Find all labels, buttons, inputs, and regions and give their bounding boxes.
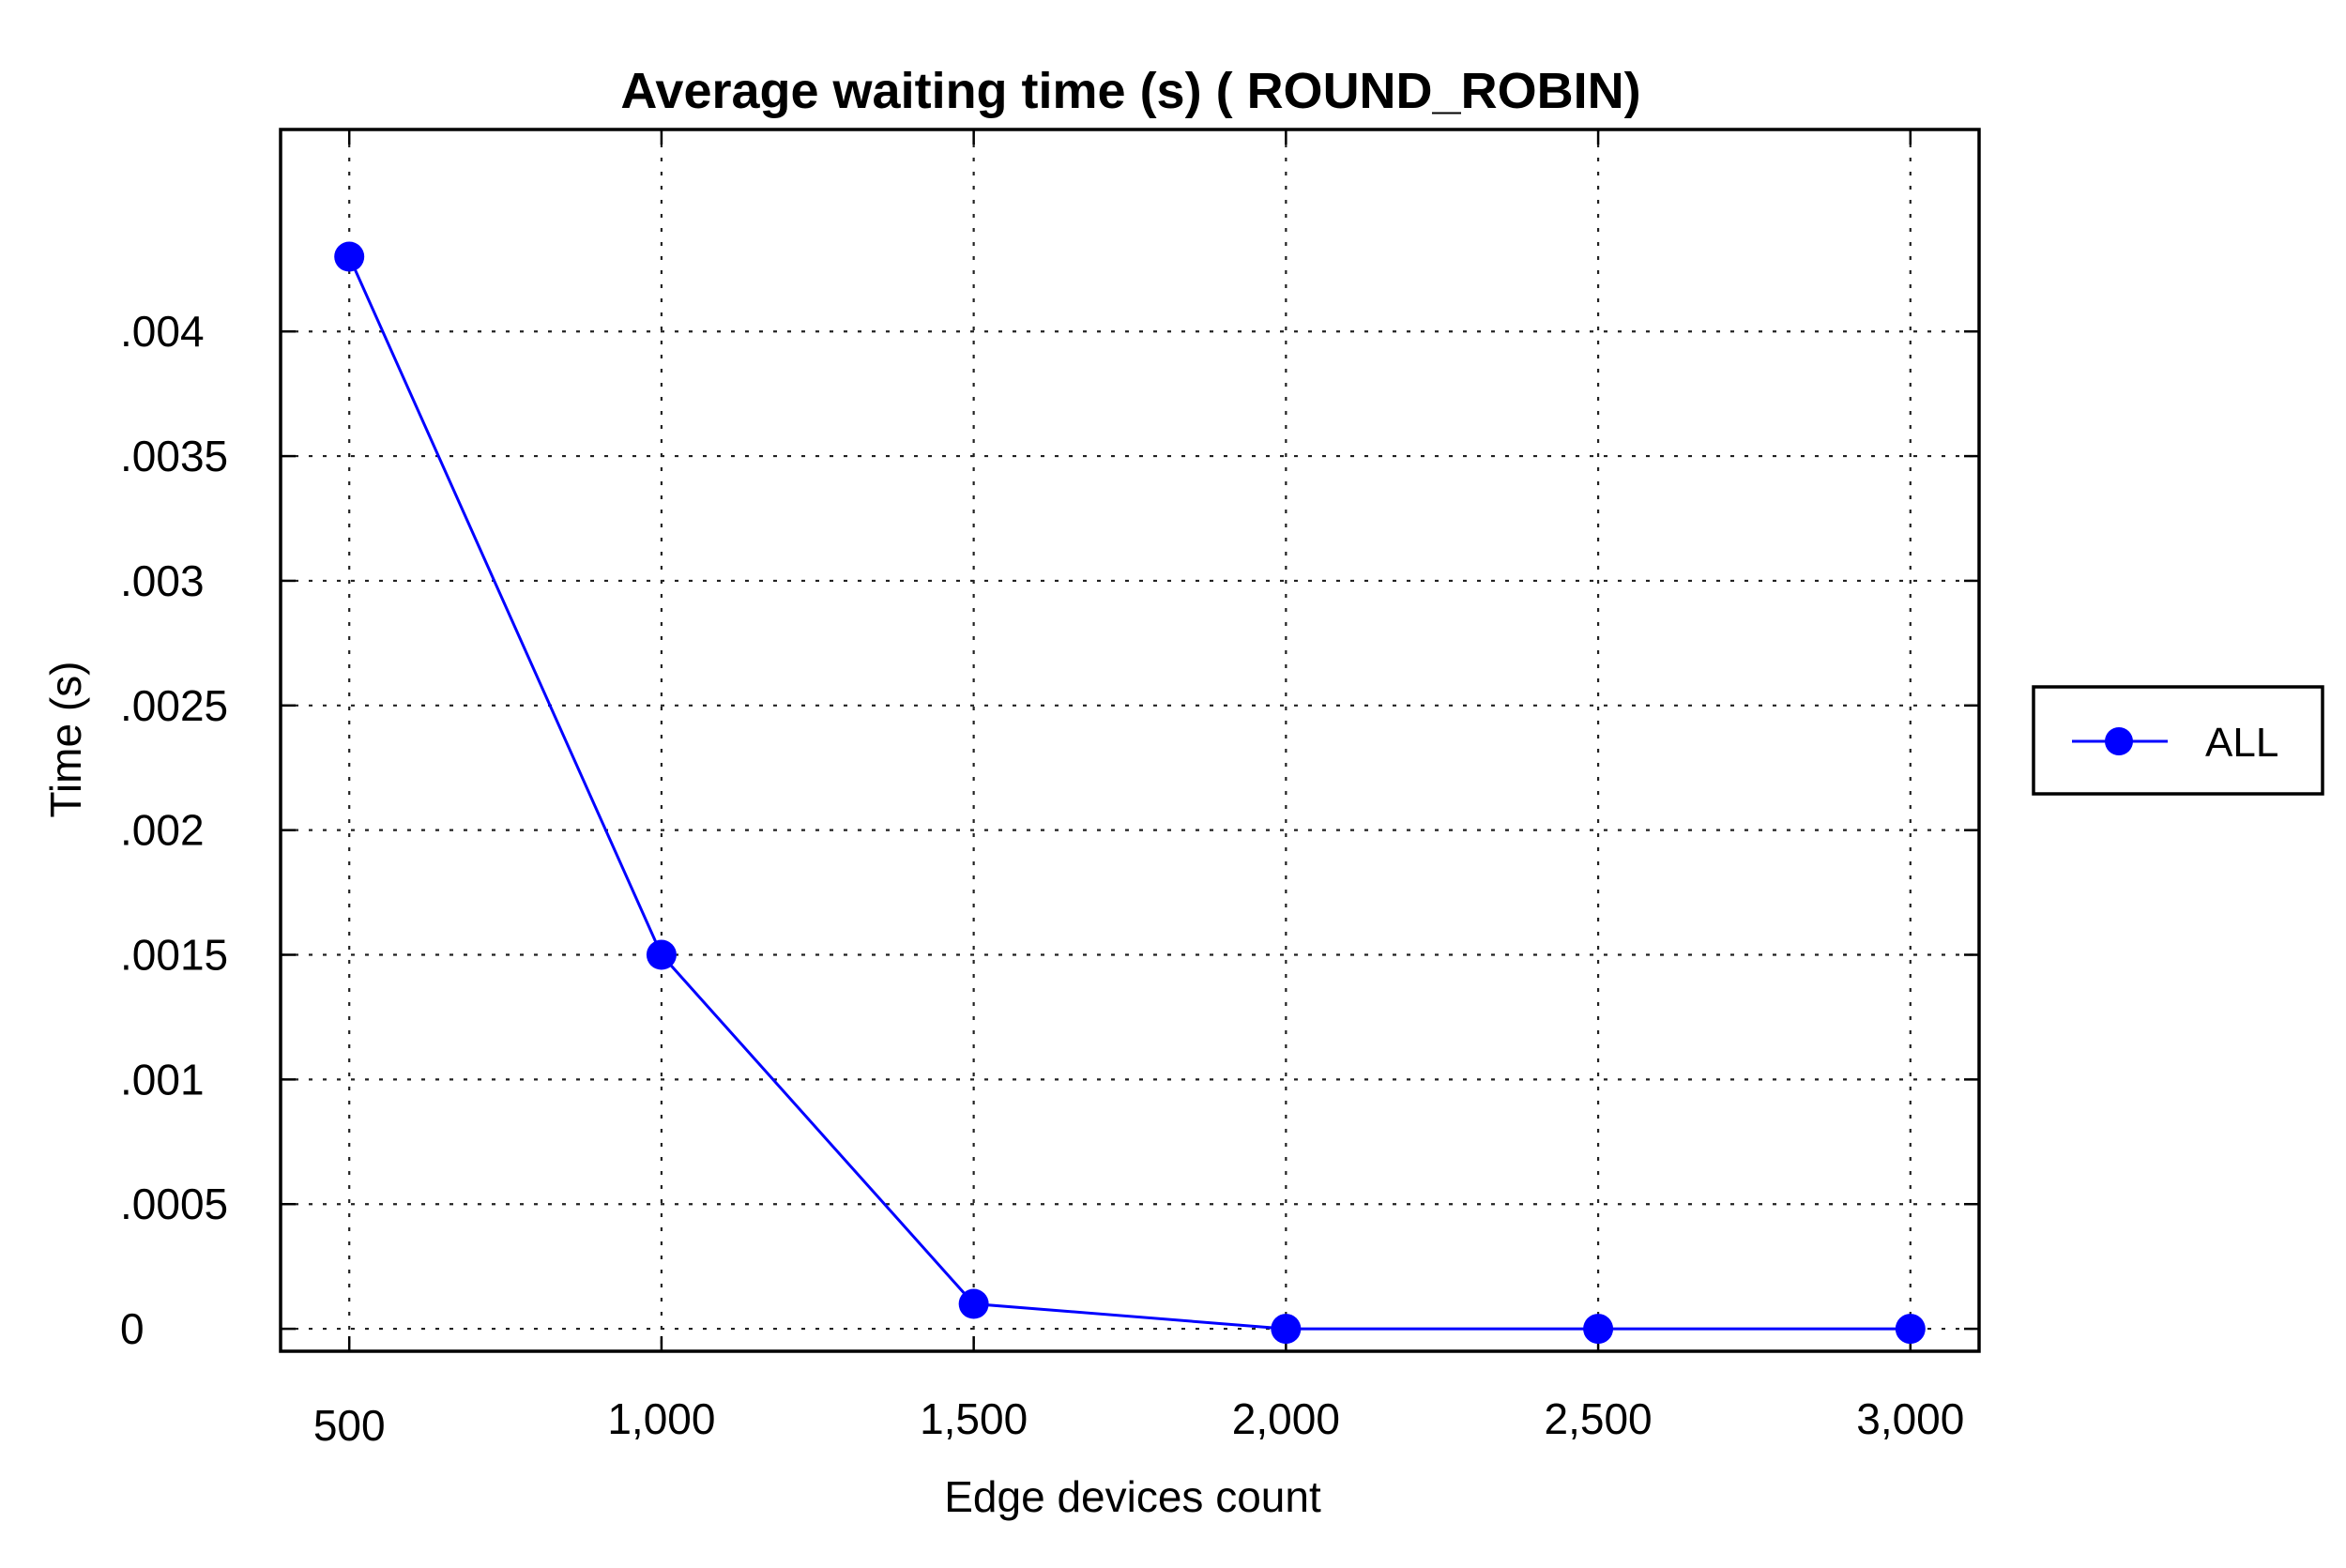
legend-marker	[2105, 727, 2133, 755]
grid	[281, 129, 1979, 1351]
y-tick-label: .002	[120, 806, 205, 855]
y-tick-label: .001	[120, 1055, 205, 1104]
axis-ticks	[281, 129, 1979, 1351]
y-tick-label: .0025	[120, 681, 228, 730]
x-tick-label: 3,000	[1856, 1394, 1964, 1443]
x-axis-tick-labels: 500 1,000 1,500 2,000 2,500 3,000	[313, 1394, 1965, 1450]
series-layer	[334, 241, 1926, 1345]
data-point[interactable]	[334, 241, 365, 272]
y-tick-label: 0	[120, 1304, 145, 1353]
x-tick-label: 2,500	[1545, 1394, 1653, 1443]
data-point[interactable]	[958, 1288, 989, 1319]
y-tick-label: .004	[120, 307, 205, 356]
y-axis-label: Time (s)	[41, 662, 90, 818]
x-tick-label: 1,500	[920, 1394, 1028, 1443]
data-point[interactable]	[1583, 1314, 1614, 1345]
x-tick-label: 500	[313, 1401, 386, 1450]
data-point[interactable]	[1895, 1314, 1926, 1345]
y-tick-label: .003	[120, 556, 205, 605]
plot-frame	[279, 128, 1981, 1353]
y-tick-label: .0015	[120, 931, 228, 980]
x-tick-label: 2,000	[1232, 1394, 1340, 1443]
y-axis-tick-labels: 0 .0005 .001 .0015 .002 .0025 .003 .0035 .004	[120, 307, 228, 1353]
legend[interactable]: ALL	[2032, 685, 2324, 796]
y-tick-label: .0035	[120, 432, 228, 480]
chart-title: Average waiting time (s) ( ROUND_ROBIN)	[620, 63, 1640, 119]
legend-box	[2032, 685, 2324, 796]
x-axis-label: Edge devices count	[944, 1472, 1321, 1521]
data-point[interactable]	[646, 939, 677, 970]
y-tick-label: .0005	[120, 1180, 228, 1228]
legend-label-all: ALL	[2205, 720, 2278, 766]
data-point[interactable]	[1271, 1314, 1302, 1345]
x-tick-label: 1,000	[607, 1394, 715, 1443]
series-line-all	[347, 255, 1911, 1331]
